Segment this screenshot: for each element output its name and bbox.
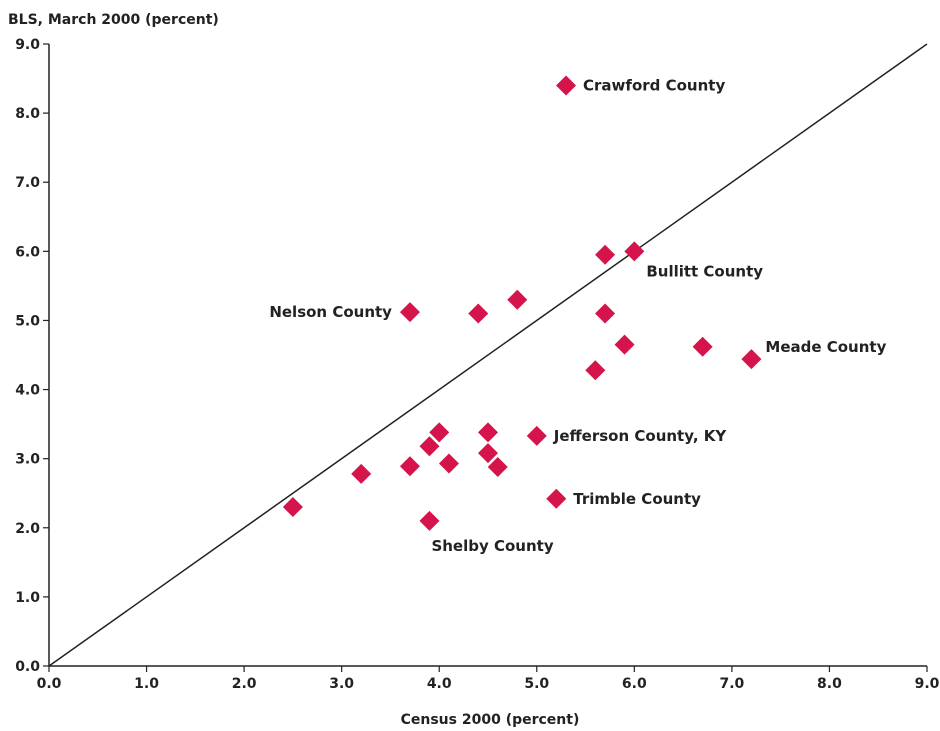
x-tick-label: 7.0 — [719, 676, 744, 692]
data-point — [585, 360, 606, 381]
y-tick-label: 6.0 — [15, 244, 40, 260]
data-point — [351, 463, 372, 484]
data-point — [399, 302, 420, 323]
data-point — [624, 241, 645, 262]
x-tick-label: 8.0 — [817, 676, 842, 692]
data-point — [595, 244, 616, 265]
data-point — [692, 336, 713, 357]
data-point — [478, 443, 498, 464]
reference-line-45 — [48, 43, 928, 667]
x-tick-label: 5.0 — [524, 676, 549, 692]
data-point — [546, 488, 567, 509]
x-tick-label: 1.0 — [134, 676, 159, 692]
data-point — [399, 456, 420, 477]
data-point — [468, 303, 489, 324]
point-label: Shelby County — [431, 537, 553, 555]
data-point — [438, 453, 459, 474]
data-point — [526, 425, 547, 446]
x-axis-title: Census 2000 (percent) — [401, 712, 580, 728]
point-label: Nelson County — [269, 303, 392, 321]
y-tick-label: 0.0 — [15, 659, 40, 675]
data-point — [595, 303, 616, 324]
point-label: Jefferson County, KY — [553, 427, 728, 445]
y-tick-label: 1.0 — [15, 590, 40, 606]
point-label: Crawford County — [583, 76, 725, 94]
axes: 0.0 1.0 2.0 3.0 4.0 5.0 6.0 7.0 8.0 9.0 0.0 1.0 2.0 3… — [15, 37, 939, 692]
y-tick-label: 9.0 — [15, 37, 40, 53]
data-point — [419, 510, 440, 531]
data-point — [282, 497, 303, 518]
x-tick-label: 6.0 — [622, 676, 647, 692]
x-tick-label: 2.0 — [232, 676, 257, 692]
y-tick-label: 3.0 — [15, 452, 40, 468]
point-label: Bullitt County — [646, 262, 763, 280]
y-tick-label: 5.0 — [15, 313, 40, 329]
x-tick-label: 3.0 — [329, 676, 354, 692]
y-tick-label: 8.0 — [15, 106, 40, 122]
data-point — [419, 436, 440, 457]
y-tick-label: 4.0 — [15, 383, 40, 399]
point-labels: Crawford County Bullitt County Nelson Coun… — [269, 76, 886, 554]
data-point — [556, 75, 577, 96]
point-label: Trimble County — [573, 490, 701, 508]
data-points — [282, 75, 762, 531]
point-label: Meade County — [765, 338, 886, 356]
y-tick-label: 7.0 — [15, 175, 40, 191]
x-tick-label: 4.0 — [427, 676, 452, 692]
y-tick-label: 2.0 — [15, 521, 40, 537]
data-point — [429, 422, 450, 443]
x-tick-label: 0.0 — [37, 676, 62, 692]
data-point — [741, 349, 762, 370]
data-point — [614, 334, 635, 355]
data-point — [487, 456, 508, 477]
x-tick-label: 9.0 — [915, 676, 940, 692]
y-axis-title: BLS, March 2000 (percent) — [8, 12, 219, 28]
data-point — [478, 422, 498, 443]
reference-line — [48, 43, 928, 667]
data-point — [507, 289, 528, 310]
